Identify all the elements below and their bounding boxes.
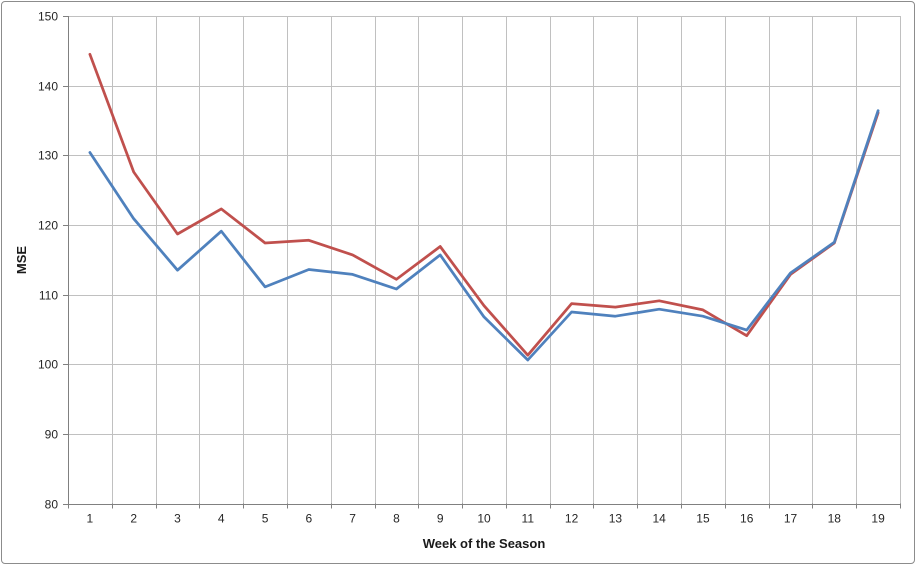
y-tick-label: 120 bbox=[38, 219, 58, 233]
x-tick-label: 6 bbox=[305, 512, 312, 526]
x-tick-label: 14 bbox=[652, 512, 666, 526]
x-tick-label: 3 bbox=[174, 512, 181, 526]
y-tick-label: 110 bbox=[39, 289, 58, 303]
x-tick-label: 13 bbox=[609, 512, 623, 526]
x-tick-label: 10 bbox=[477, 512, 491, 526]
y-tick-label: 90 bbox=[45, 428, 59, 442]
x-tick-label: 15 bbox=[696, 512, 710, 526]
y-tick-label: 100 bbox=[38, 358, 58, 372]
x-tick-label: 18 bbox=[828, 512, 842, 526]
y-tick-label: 140 bbox=[38, 80, 58, 94]
x-tick-label: 12 bbox=[565, 512, 579, 526]
data-series bbox=[88, 52, 880, 362]
gridlines bbox=[68, 16, 901, 504]
x-tick-label: 7 bbox=[349, 512, 356, 526]
x-tick-label: 5 bbox=[262, 512, 269, 526]
x-tick-label: 19 bbox=[871, 512, 885, 526]
x-tick-label: 2 bbox=[130, 512, 137, 526]
x-tick-label: 8 bbox=[393, 512, 400, 526]
x-axis-title: Week of the Season bbox=[423, 536, 546, 551]
x-tick-label: 17 bbox=[784, 512, 798, 526]
x-tick-label: 1 bbox=[87, 512, 94, 526]
axes bbox=[63, 16, 901, 509]
series-line-blue-series bbox=[88, 109, 880, 362]
y-tick-label: 150 bbox=[38, 10, 58, 24]
y-tick-label: 80 bbox=[45, 498, 59, 512]
x-tick-label: 11 bbox=[522, 512, 535, 526]
series-line-red-series bbox=[88, 52, 880, 357]
x-tick-label: 9 bbox=[437, 512, 444, 526]
x-tick-label: 16 bbox=[740, 512, 754, 526]
y-axis-title: MSE bbox=[14, 246, 29, 275]
x-tick-label: 4 bbox=[218, 512, 225, 526]
y-tick-label: 130 bbox=[38, 149, 58, 163]
